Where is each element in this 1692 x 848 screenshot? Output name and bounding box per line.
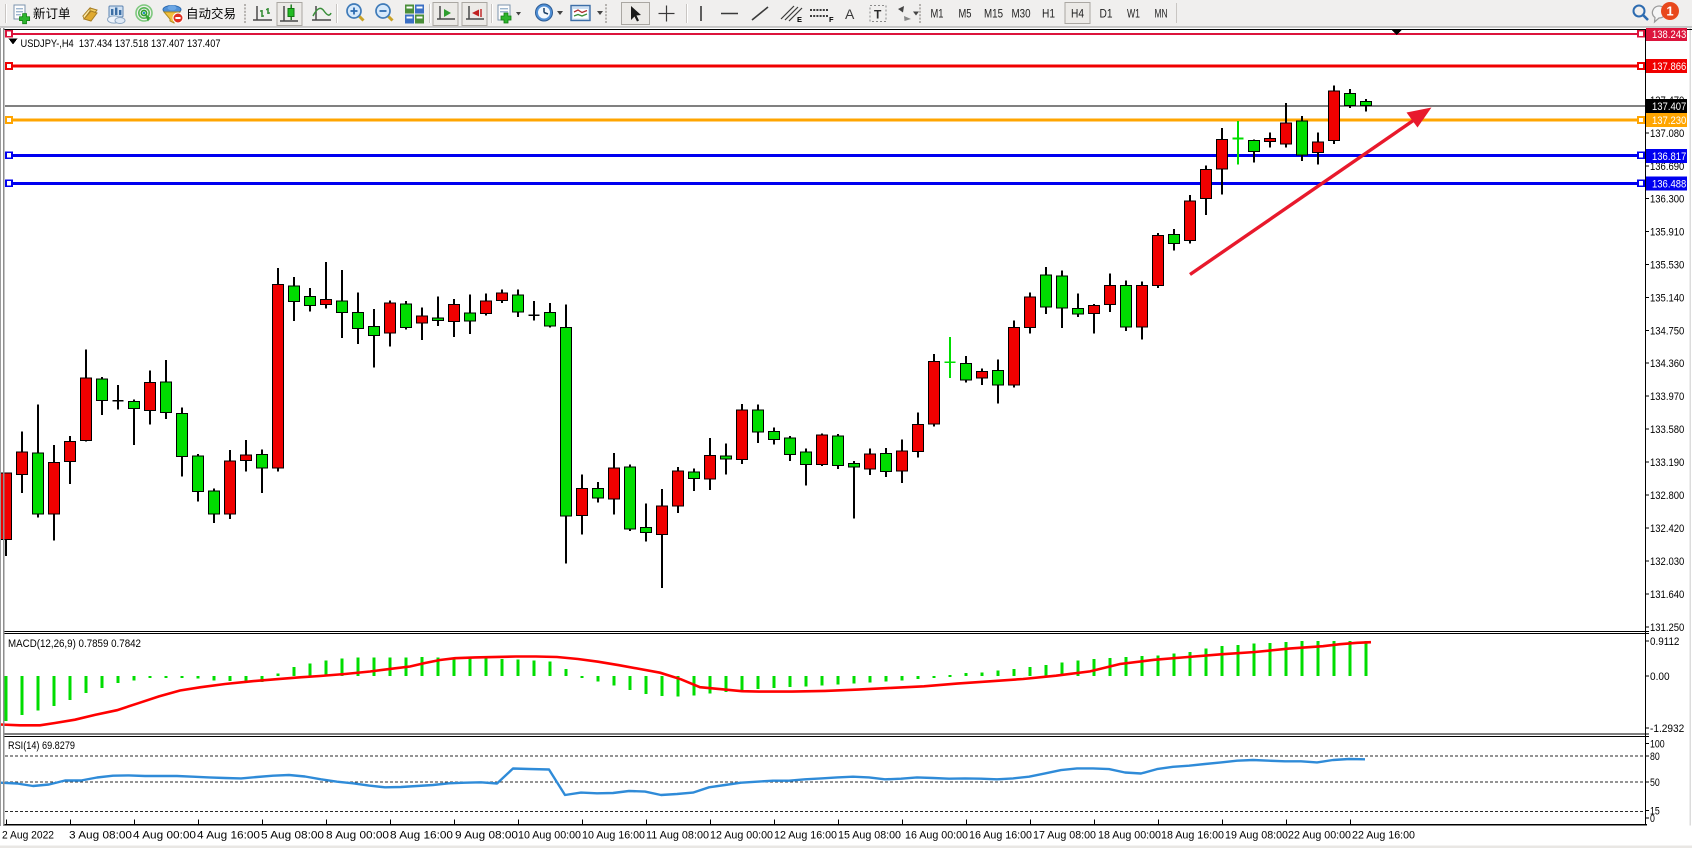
svg-text:0.9112: 0.9112: [1650, 636, 1679, 648]
svg-text:4 Aug 16:00: 4 Aug 16:00: [197, 830, 260, 842]
svg-text:MACD(12,26,9) 0.7859 0.7842: MACD(12,26,9) 0.7859 0.7842: [8, 638, 141, 650]
svg-text:136.817: 136.817: [1652, 151, 1686, 163]
svg-text:M5: M5: [959, 9, 972, 21]
svg-text:H4: H4: [1071, 9, 1085, 21]
svg-text:131.640: 131.640: [1650, 589, 1684, 601]
svg-text:5 Aug 08:00: 5 Aug 08:00: [261, 830, 324, 842]
svg-text:132.420: 132.420: [1650, 523, 1684, 535]
svg-text:138.243: 138.243: [1652, 29, 1686, 41]
svg-text:4 Aug 00:00: 4 Aug 00:00: [133, 830, 196, 842]
svg-text:E: E: [797, 15, 802, 24]
svg-text:F: F: [829, 15, 834, 24]
svg-text:135.530: 135.530: [1650, 260, 1684, 272]
svg-text:11 Aug 08:00: 11 Aug 08:00: [646, 830, 709, 842]
svg-text:12 Aug 16:00: 12 Aug 16:00: [774, 830, 837, 842]
svg-text:10 Aug 00:00: 10 Aug 00:00: [518, 830, 581, 842]
svg-text:135.910: 135.910: [1650, 227, 1684, 239]
svg-text:3 Aug 08:00: 3 Aug 08:00: [69, 830, 132, 842]
svg-text:132.030: 132.030: [1650, 556, 1684, 568]
svg-text:H1: H1: [1042, 9, 1055, 21]
svg-text:136.690: 136.690: [1650, 161, 1684, 173]
svg-text:15: 15: [1650, 806, 1660, 818]
svg-text:15 Aug 08:00: 15 Aug 08:00: [838, 830, 901, 842]
svg-text:137.866: 137.866: [1652, 61, 1686, 73]
svg-text:18 Aug 00:00: 18 Aug 00:00: [1098, 830, 1161, 842]
svg-text:1: 1: [1666, 4, 1673, 19]
svg-text:新订单: 新订单: [33, 6, 71, 21]
svg-text:0: 0: [1650, 813, 1655, 825]
svg-text:135.140: 135.140: [1650, 292, 1684, 304]
svg-text:16 Aug 00:00: 16 Aug 00:00: [905, 830, 968, 842]
svg-text:D1: D1: [1100, 9, 1113, 21]
svg-text:22 Aug 16:00: 22 Aug 16:00: [1352, 830, 1415, 842]
svg-text:2 Aug 2022: 2 Aug 2022: [2, 830, 54, 842]
svg-text:50: 50: [1650, 777, 1660, 789]
svg-text:137.230: 137.230: [1652, 115, 1686, 127]
svg-text:RSI(14) 69.8279: RSI(14) 69.8279: [8, 740, 75, 752]
svg-text:M15: M15: [984, 9, 1003, 21]
svg-text:19 Aug 08:00: 19 Aug 08:00: [1225, 830, 1288, 842]
svg-text:-1.2932: -1.2932: [1650, 723, 1684, 735]
svg-text:136.300: 136.300: [1650, 194, 1684, 206]
svg-text:自动交易: 自动交易: [186, 6, 236, 21]
svg-text:131.250: 131.250: [1650, 622, 1684, 634]
svg-text:8 Aug 16:00: 8 Aug 16:00: [390, 830, 453, 842]
svg-text:16 Aug 16:00: 16 Aug 16:00: [969, 830, 1032, 842]
svg-text:W1: W1: [1127, 9, 1140, 21]
svg-text:133.190: 133.190: [1650, 457, 1684, 469]
svg-text:22 Aug 00:00: 22 Aug 00:00: [1288, 830, 1351, 842]
svg-text:8 Aug 00:00: 8 Aug 00:00: [326, 830, 389, 842]
svg-text:133.970: 133.970: [1650, 391, 1684, 403]
svg-text:T: T: [874, 8, 882, 22]
svg-text:18 Aug 16:00: 18 Aug 16:00: [1161, 830, 1224, 842]
svg-text:134.360: 134.360: [1650, 358, 1684, 370]
svg-text:17 Aug 08:00: 17 Aug 08:00: [1033, 830, 1096, 842]
svg-text:137.407: 137.407: [1652, 101, 1686, 113]
svg-text:USDJPY-,H4 137.434 137.518 13: USDJPY-,H4 137.434 137.518 137.407 137.4…: [21, 38, 221, 50]
svg-text:133.580: 133.580: [1650, 424, 1684, 436]
svg-text:M1: M1: [931, 9, 944, 21]
svg-text:137.080: 137.080: [1650, 128, 1684, 140]
svg-text:134.750: 134.750: [1650, 325, 1684, 337]
svg-text:12 Aug 00:00: 12 Aug 00:00: [710, 830, 773, 842]
svg-text:MN: MN: [1155, 9, 1168, 21]
svg-text:M30: M30: [1012, 9, 1031, 21]
svg-text:0.00: 0.00: [1650, 671, 1670, 683]
svg-text:10 Aug 16:00: 10 Aug 16:00: [582, 830, 645, 842]
svg-text:100: 100: [1650, 739, 1665, 751]
svg-text:9 Aug 08:00: 9 Aug 08:00: [455, 830, 518, 842]
svg-text:A: A: [845, 6, 855, 22]
svg-text:80: 80: [1650, 751, 1660, 763]
svg-text:136.488: 136.488: [1652, 179, 1686, 191]
svg-text:132.800: 132.800: [1650, 490, 1684, 502]
